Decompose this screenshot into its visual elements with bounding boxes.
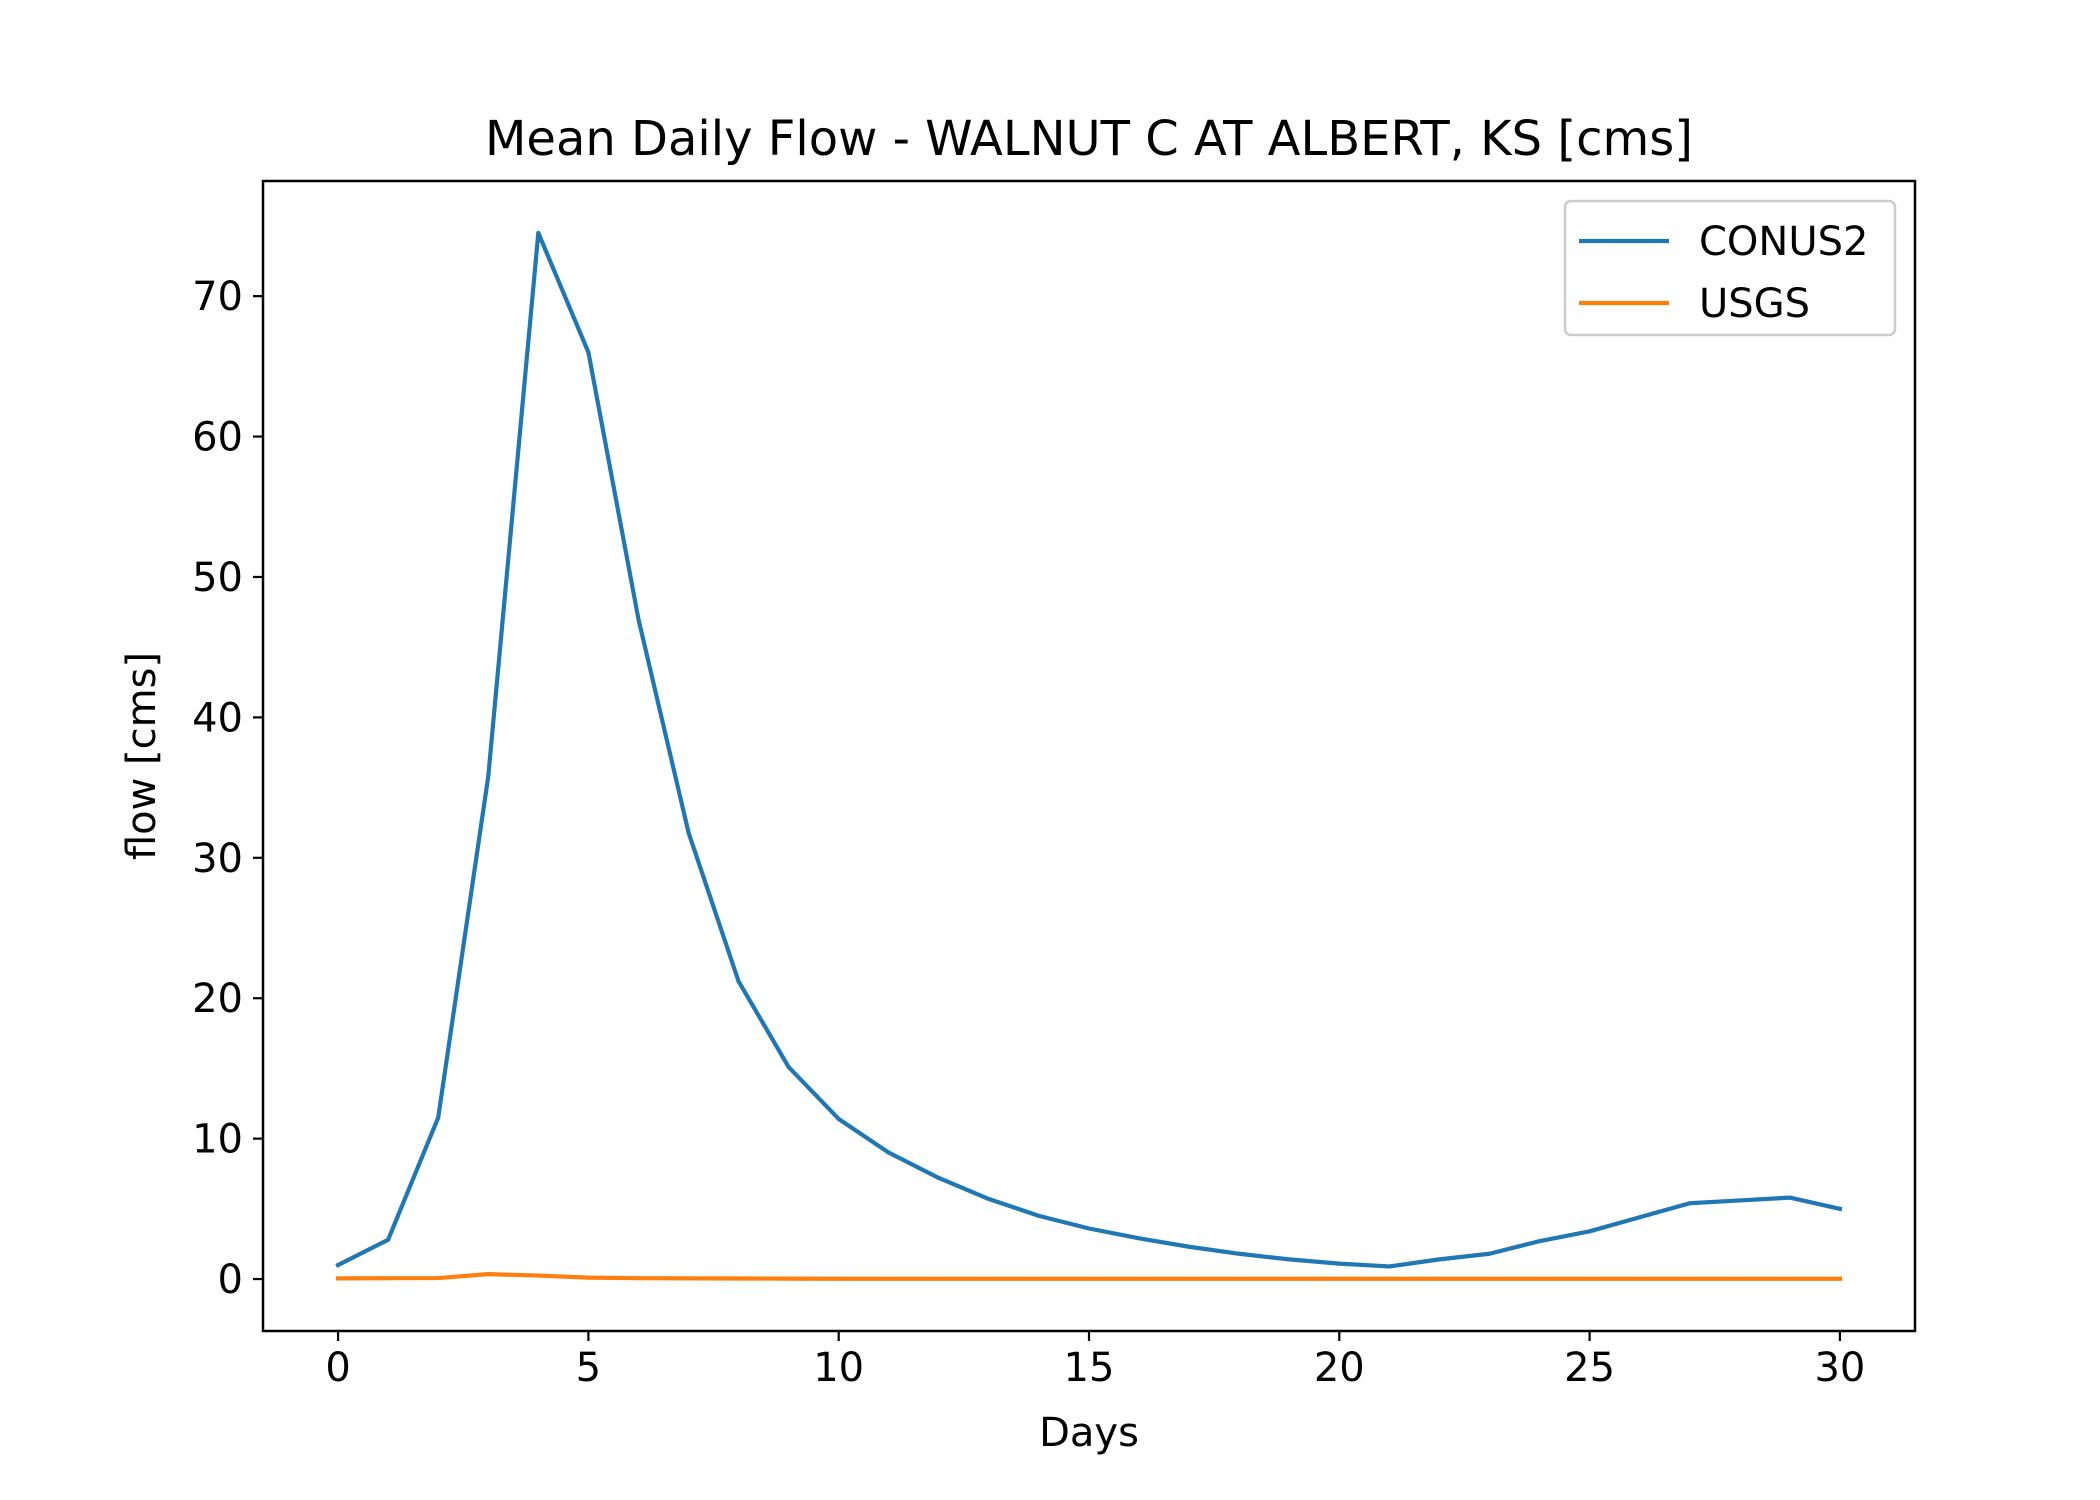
x-tick-label: 5	[576, 1345, 601, 1391]
data-point-usgs	[1437, 1276, 1442, 1281]
data-point-usgs	[636, 1276, 641, 1281]
data-point-usgs	[1187, 1276, 1192, 1281]
x-tick-label: 0	[325, 1345, 350, 1391]
data-point-usgs	[1237, 1276, 1242, 1281]
data-point-usgs	[1787, 1276, 1792, 1281]
data-point-conus2	[386, 1237, 391, 1242]
data-point-usgs	[1287, 1276, 1292, 1281]
data-point-conus2	[1687, 1201, 1692, 1206]
chart-title: Mean Daily Flow - WALNUT C AT ALBERT, KS…	[485, 111, 1693, 167]
data-point-conus2	[786, 1065, 791, 1070]
data-point-conus2	[1036, 1213, 1041, 1218]
y-tick-label: 70	[192, 274, 243, 320]
y-tick-label: 50	[192, 555, 243, 601]
data-point-conus2	[1337, 1261, 1342, 1266]
data-point-conus2	[1287, 1257, 1292, 1262]
data-point-conus2	[1487, 1251, 1492, 1256]
data-point-conus2	[1787, 1195, 1792, 1200]
data-point-conus2	[1387, 1264, 1392, 1269]
data-point-conus2	[986, 1197, 991, 1202]
y-tick-label: 60	[192, 415, 243, 461]
data-point-usgs	[1837, 1276, 1842, 1281]
data-point-usgs	[386, 1276, 391, 1281]
data-point-conus2	[1437, 1257, 1442, 1262]
data-point-usgs	[1137, 1276, 1142, 1281]
data-point-usgs	[686, 1276, 691, 1281]
data-point-usgs	[1487, 1276, 1492, 1281]
data-point-usgs	[436, 1276, 441, 1281]
data-point-conus2	[636, 617, 641, 622]
data-point-conus2	[536, 230, 541, 235]
x-tick-label: 30	[1814, 1345, 1865, 1391]
y-tick-label: 30	[192, 836, 243, 882]
x-tick-label: 25	[1564, 1345, 1615, 1391]
data-point-conus2	[336, 1263, 341, 1267]
ticks-layer: 0 5 10 15 20 25 30 0 10 20 30 40 50 60 70	[192, 274, 1865, 1391]
y-tick-label: 20	[192, 976, 243, 1022]
data-point-usgs	[1087, 1276, 1091, 1281]
data-point-conus2	[1587, 1229, 1592, 1234]
data-point-usgs	[1587, 1276, 1592, 1281]
data-point-conus2	[436, 1115, 441, 1120]
data-point-usgs	[936, 1276, 941, 1281]
y-axis-label: flow [cms]	[119, 652, 165, 860]
data-point-usgs	[1337, 1276, 1342, 1281]
data-point-conus2	[1537, 1239, 1542, 1244]
data-point-conus2	[486, 774, 491, 779]
data-point-conus2	[886, 1150, 891, 1155]
data-point-conus2	[1137, 1236, 1142, 1241]
x-axis-label: Days	[1039, 1410, 1139, 1456]
x-tick-label: 15	[1064, 1345, 1115, 1391]
data-point-conus2	[1637, 1215, 1642, 1220]
data-point-conus2	[686, 830, 691, 835]
data-point-conus2	[836, 1116, 841, 1121]
data-point-usgs	[1687, 1276, 1692, 1281]
data-point-conus2	[586, 350, 591, 355]
data-point-conus2	[1737, 1198, 1742, 1203]
data-point-usgs	[736, 1276, 741, 1281]
plot-layer	[335, 230, 1843, 1281]
data-point-usgs	[486, 1272, 491, 1277]
data-point-conus2	[1087, 1226, 1091, 1231]
data-point-conus2	[936, 1175, 941, 1180]
y-tick-label: 40	[192, 695, 243, 741]
x-tick-label: 10	[813, 1345, 864, 1391]
data-point-usgs	[336, 1276, 341, 1281]
data-point-conus2	[1837, 1206, 1842, 1211]
data-point-usgs	[1737, 1276, 1742, 1281]
data-point-usgs	[1036, 1276, 1041, 1281]
y-tick-label: 0	[218, 1257, 243, 1303]
data-point-conus2	[1237, 1251, 1242, 1256]
y-tick-label: 10	[192, 1117, 243, 1163]
data-point-usgs	[886, 1276, 891, 1281]
data-point-usgs	[1537, 1276, 1542, 1281]
data-point-usgs	[836, 1276, 841, 1281]
data-point-usgs	[1637, 1276, 1642, 1281]
x-tick-label: 20	[1314, 1345, 1365, 1391]
data-point-conus2	[736, 979, 741, 984]
legend-label-conus2: CONUS2	[1699, 219, 1868, 265]
data-point-usgs	[786, 1276, 791, 1281]
data-point-conus2	[1187, 1244, 1192, 1249]
data-point-usgs	[1387, 1276, 1392, 1281]
data-point-usgs	[586, 1275, 591, 1280]
legend-label-usgs: USGS	[1699, 281, 1810, 327]
legend: CONUS2 USGS	[1563, 199, 1897, 337]
data-point-usgs	[536, 1273, 541, 1278]
data-point-usgs	[986, 1276, 991, 1281]
